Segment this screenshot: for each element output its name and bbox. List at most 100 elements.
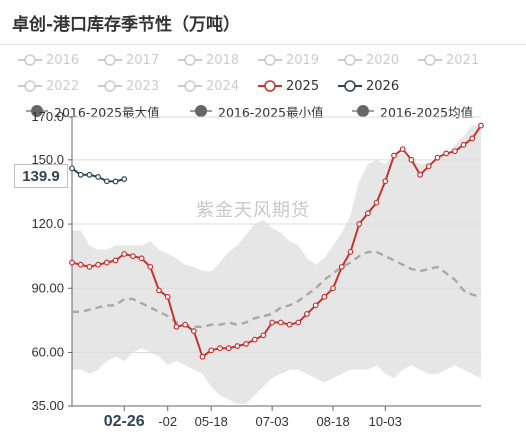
- data-point-2025: [77, 261, 84, 268]
- legend-item-2026[interactable]: 2026: [338, 78, 399, 94]
- legend-line-circle-icon: [418, 52, 442, 68]
- legend-label: 2016-2025最大值: [54, 104, 160, 120]
- x-tick-label: -02: [158, 414, 177, 429]
- data-point-2025: [182, 321, 189, 328]
- legend-line-circle-icon: [98, 52, 122, 68]
- data-point-2026: [103, 178, 110, 185]
- chart-title: 卓创-港口库存季节性（万吨）: [12, 15, 241, 35]
- legend-item-2019[interactable]: 2019: [258, 52, 319, 68]
- legend-item-2024[interactable]: 2024: [178, 78, 239, 94]
- data-point-2025: [451, 148, 458, 155]
- legend-label: 2017: [126, 52, 160, 68]
- legend-line-circle-icon: [178, 52, 202, 68]
- data-point-2025: [225, 345, 232, 352]
- data-point-2025: [434, 154, 441, 161]
- latest-value-callout: 139.9: [14, 164, 68, 188]
- y-tick-label: 170.0: [31, 109, 64, 124]
- data-point-2025: [321, 293, 328, 300]
- y-tick-label: 150.0: [31, 152, 64, 167]
- data-point-2025: [217, 345, 223, 352]
- data-point-2025: [425, 163, 432, 170]
- data-point-2025: [95, 261, 102, 268]
- legend-line-circle-icon: [258, 52, 282, 68]
- data-point-2025: [269, 319, 276, 326]
- legend-item-2023[interactable]: 2023: [98, 78, 159, 94]
- data-point-2025: [478, 122, 484, 129]
- data-point-2025: [347, 248, 354, 255]
- data-point-2026: [112, 178, 119, 185]
- legend-label: 2025: [286, 78, 320, 94]
- legend-label: 2023: [126, 78, 160, 94]
- data-point-2026: [121, 176, 128, 182]
- title-divider: [0, 44, 526, 45]
- data-point-2025: [243, 341, 249, 347]
- legend-item-2016[interactable]: 2016: [18, 52, 79, 68]
- data-point-2025: [121, 251, 128, 257]
- x-tick-label: 05-18: [195, 414, 228, 429]
- legend-item-aggregate[interactable]: 2016-2025最小值: [188, 103, 324, 120]
- legend-item-2018[interactable]: 2018: [178, 52, 239, 68]
- data-point-2026: [95, 174, 102, 180]
- legend-label: 2026: [366, 78, 400, 94]
- legend-item-2025[interactable]: 2025: [258, 78, 319, 94]
- data-point-2025: [199, 353, 206, 360]
- data-point-2025: [103, 259, 110, 266]
- legend-line-circle-icon: [98, 78, 122, 94]
- legend-line-circle-icon: [338, 78, 362, 94]
- data-point-2025: [408, 156, 415, 163]
- data-point-2025: [399, 146, 406, 153]
- y-tick-label: 60.00: [31, 344, 64, 359]
- legend-item-2020[interactable]: 2020: [338, 52, 399, 68]
- legend-dot-icon: [188, 103, 214, 119]
- legend-dot-icon: [350, 103, 376, 119]
- data-point-2025: [190, 328, 197, 334]
- legend-label: 2016-2025最小值: [218, 104, 324, 120]
- legend-line-circle-icon: [18, 78, 42, 94]
- mean-line: [72, 250, 482, 328]
- legend-item-2022[interactable]: 2022: [18, 78, 79, 94]
- legend-label: 2016-2025均值: [380, 104, 474, 120]
- data-point-2025: [234, 343, 241, 349]
- data-point-2025: [417, 171, 423, 178]
- legend-item-2017[interactable]: 2017: [98, 52, 159, 68]
- max-min-band: [72, 125, 481, 404]
- data-point-2025: [304, 311, 310, 317]
- data-point-2025: [373, 199, 380, 206]
- data-point-2025: [382, 178, 389, 185]
- data-point-2026: [69, 165, 75, 172]
- legend-item-aggregate[interactable]: 2016-2025均值: [350, 103, 474, 120]
- x-tick-label: 02-26: [104, 413, 145, 430]
- data-point-2025: [112, 257, 119, 264]
- data-point-2026: [86, 171, 93, 178]
- data-point-2025: [460, 141, 467, 148]
- data-point-2025: [312, 302, 319, 309]
- data-point-2025: [156, 287, 162, 294]
- x-tick-label: 10-03: [369, 414, 402, 429]
- x-tick-label: 08-18: [316, 414, 349, 429]
- data-point-2025: [277, 319, 284, 326]
- data-point-2025: [330, 285, 336, 292]
- data-point-2025: [86, 263, 93, 270]
- data-point-2025: [364, 210, 371, 217]
- data-point-2025: [469, 135, 476, 142]
- data-point-2025: [286, 321, 293, 328]
- data-point-2025: [260, 332, 267, 339]
- data-point-2025: [173, 323, 180, 330]
- data-point-2025: [251, 336, 258, 343]
- legend-label: 2016: [46, 52, 80, 68]
- data-point-2025: [147, 263, 154, 270]
- legend-line-circle-icon: [338, 52, 362, 68]
- legend-dot-icon: [24, 103, 50, 119]
- data-point-2025: [164, 293, 171, 300]
- legend-label: 2018: [206, 52, 240, 68]
- data-point-2025: [208, 347, 215, 354]
- data-point-2025: [130, 253, 136, 260]
- legend-item-aggregate[interactable]: 2016-2025最大值: [24, 103, 160, 120]
- legend-label: 2020: [366, 52, 400, 68]
- legend-line-circle-icon: [258, 78, 282, 94]
- legend-item-2021[interactable]: 2021: [418, 52, 479, 68]
- y-tick-label: 35.00: [31, 398, 64, 413]
- x-tick-label: 07-03: [256, 414, 289, 429]
- data-point-2025: [138, 255, 145, 262]
